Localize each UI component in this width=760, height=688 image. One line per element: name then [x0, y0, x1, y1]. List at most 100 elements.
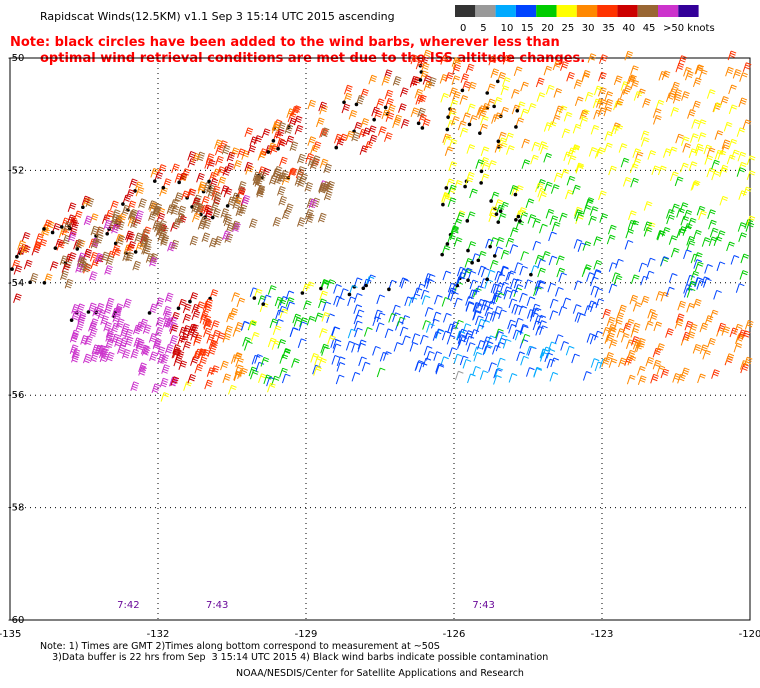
wind-barb — [445, 178, 455, 189]
wind-barb — [637, 88, 646, 99]
wind-barb — [508, 373, 518, 383]
wind-barb — [737, 222, 747, 232]
wind-barb — [493, 96, 503, 107]
wind-barb — [543, 122, 553, 132]
wind-barb — [83, 215, 93, 226]
wind-barb — [237, 181, 247, 191]
wind-barb — [514, 305, 523, 315]
wind-barb — [384, 328, 394, 339]
wind-barb — [565, 189, 574, 200]
wind-barb — [202, 219, 212, 230]
wind-barb — [353, 293, 363, 303]
contamination-dot — [177, 180, 181, 185]
wind-barb — [344, 84, 353, 95]
wind-barb — [587, 53, 597, 63]
wind-barb — [640, 137, 650, 147]
wind-barb — [293, 115, 303, 126]
wind-barb — [502, 54, 512, 65]
wind-barb — [422, 320, 431, 330]
contamination-dot — [485, 91, 490, 95]
wind-barb — [470, 329, 480, 339]
wind-barb — [630, 177, 639, 188]
x-tick-label: -120 — [739, 629, 760, 640]
wind-barb — [198, 356, 208, 367]
wind-barb — [70, 329, 80, 340]
wind-barb — [248, 319, 258, 330]
wind-barb — [322, 301, 332, 312]
contamination-dot — [15, 254, 19, 259]
wind-barb — [466, 103, 476, 114]
wind-barb — [191, 212, 201, 223]
wind-barb — [708, 219, 717, 230]
wind-barb — [509, 184, 519, 195]
wind-barb — [686, 235, 696, 246]
wind-barb — [730, 255, 740, 265]
wind-barb — [622, 85, 632, 95]
wind-barb — [690, 181, 700, 191]
wind-barb — [319, 290, 328, 301]
contamination-dot — [271, 138, 276, 143]
wind-barb — [455, 276, 465, 286]
contamination-dot — [495, 79, 500, 84]
wind-barb — [331, 355, 341, 365]
wind-barb — [291, 358, 300, 368]
wind-barb — [422, 49, 432, 60]
wind-barb — [67, 252, 77, 262]
wind-barb — [410, 107, 420, 118]
wind-barb — [426, 350, 435, 361]
wind-barb — [91, 344, 101, 355]
wind-barb — [180, 333, 190, 343]
wind-barb — [441, 297, 451, 307]
wind-barb — [598, 86, 607, 97]
wind-barb — [77, 312, 87, 322]
wind-barb — [494, 367, 504, 378]
wind-barb — [670, 171, 679, 182]
wind-barb — [456, 330, 465, 341]
wind-barb — [493, 375, 502, 385]
wind-barb — [535, 182, 544, 193]
wind-barb — [334, 133, 343, 144]
wind-barb — [519, 325, 529, 335]
wind-barb — [626, 374, 636, 385]
wind-barb — [680, 162, 689, 173]
wind-barb — [244, 161, 253, 172]
colorbar-swatch — [495, 5, 516, 17]
wind-barb — [466, 144, 476, 154]
wind-barb — [549, 215, 559, 225]
wind-barb — [251, 354, 261, 365]
wind-barb — [475, 324, 485, 335]
wind-barb — [687, 109, 696, 119]
wind-barb — [49, 261, 59, 271]
wind-barb — [222, 373, 232, 384]
wind-barb — [586, 272, 595, 282]
wind-barb — [630, 79, 640, 90]
wind-barb — [182, 303, 192, 314]
wind-barb — [707, 209, 716, 219]
wind-barb — [67, 202, 77, 212]
colorbar-swatch — [536, 5, 557, 17]
wind-barb — [432, 311, 442, 322]
wind-barb — [32, 240, 42, 251]
wind-barb — [594, 287, 604, 298]
wind-barb — [675, 133, 684, 144]
wind-barb — [220, 185, 230, 195]
wind-barb — [432, 331, 442, 341]
wind-barb — [250, 331, 260, 342]
wind-barb — [282, 348, 291, 359]
wind-barb — [127, 200, 137, 211]
footnote: Note: 1) Times are GMT 2)Times along bot… — [40, 641, 548, 663]
x-tick-label: -126 — [443, 629, 466, 640]
wind-barb — [606, 316, 616, 327]
wind-barb — [279, 170, 289, 180]
wind-barb — [371, 106, 380, 117]
wind-barb — [152, 220, 161, 230]
wind-barb — [209, 289, 219, 299]
wind-barb — [643, 227, 653, 237]
contamination-dot — [485, 277, 489, 282]
wind-barb — [435, 364, 445, 375]
wind-barb — [706, 167, 716, 178]
wind-barb — [281, 373, 291, 384]
wind-barb — [456, 266, 466, 277]
wind-barb — [228, 384, 237, 395]
contamination-dot — [86, 310, 91, 314]
